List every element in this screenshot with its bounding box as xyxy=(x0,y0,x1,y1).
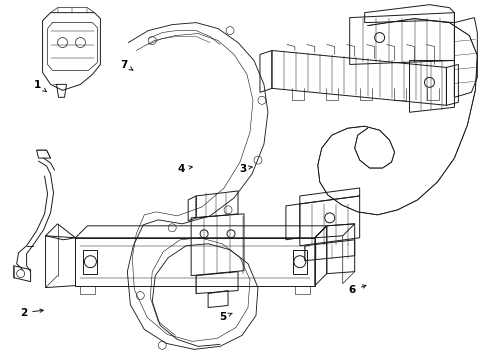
Text: 4: 4 xyxy=(178,163,192,174)
Text: 5: 5 xyxy=(220,312,232,322)
Text: 3: 3 xyxy=(239,163,252,174)
Text: 7: 7 xyxy=(120,59,133,70)
Text: 6: 6 xyxy=(349,285,366,296)
Text: 1: 1 xyxy=(34,80,47,91)
Text: 2: 2 xyxy=(20,308,43,318)
